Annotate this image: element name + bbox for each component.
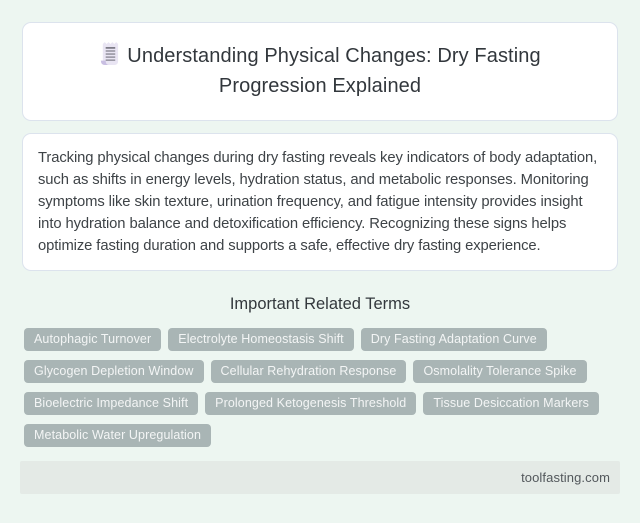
site-name: toolfasting.com (521, 470, 610, 485)
related-term-chip[interactable]: Glycogen Depletion Window (24, 360, 204, 383)
related-term-chip[interactable]: Dry Fasting Adaptation Curve (360, 328, 547, 351)
related-terms-list: Autophagic Turnover Electrolyte Homeostas… (24, 328, 616, 447)
related-term-chip[interactable]: Osmolality Tolerance Spike (413, 360, 587, 383)
related-term-chip[interactable]: Metabolic Water Upregulation (24, 424, 211, 447)
related-term-chip[interactable]: Bioelectric Impedance Shift (24, 392, 199, 415)
page-title: Understanding Physical Changes: Dry Fast… (48, 41, 593, 101)
related-term-chip[interactable]: Electrolyte Homeostasis Shift (168, 328, 354, 351)
receipt-icon (99, 41, 120, 67)
page-title-text: Understanding Physical Changes: Dry Fast… (127, 44, 541, 97)
summary-text: Tracking physical changes during dry fas… (38, 150, 598, 254)
title-card: Understanding Physical Changes: Dry Fast… (22, 22, 618, 121)
related-term-chip[interactable]: Prolonged Ketogenesis Threshold (205, 392, 417, 415)
related-terms-heading: Important Related Terms (229, 295, 411, 313)
related-term-chip[interactable]: Autophagic Turnover (24, 328, 162, 351)
footer-bar: toolfasting.com (20, 461, 620, 494)
summary-card: Tracking physical changes during dry fas… (22, 133, 618, 271)
related-term-chip[interactable]: Tissue Desiccation Markers (423, 392, 600, 415)
related-term-chip[interactable]: Cellular Rehydration Response (210, 360, 407, 383)
